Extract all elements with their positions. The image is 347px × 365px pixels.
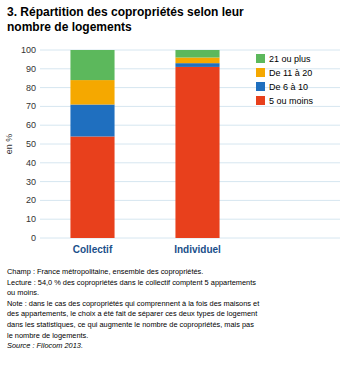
legend-label: 5 ou moins [269,96,314,106]
bar-segment [175,58,219,64]
footnote: le nombre de logements. [7,331,88,340]
legend-swatch [256,96,265,105]
x-tick-label: Collectif [73,244,113,255]
x-tick-label: Individuel [174,244,221,255]
y-tick-label: 10 [26,214,36,224]
legend: 21 ou plus De 11 à 20 De 6 à 10 5 ou moins [256,54,314,106]
y-tick-label: 20 [26,195,36,205]
bar-segment [70,80,114,104]
y-tick-label: 0 [31,233,36,243]
bar-segment [70,105,114,137]
y-tick-label: 30 [26,177,36,187]
bar-segment [70,136,114,238]
legend-swatch [256,54,265,63]
title: 3. Répartition des copropriétés selon le… [7,5,244,34]
grid [40,50,340,238]
y-tick-label: 60 [26,120,36,130]
footnote: des appartements, le choix a été fait de… [7,309,257,318]
bar-segment [175,67,219,238]
bar-segment [70,50,114,80]
y-tick-label: 70 [26,101,36,111]
legend-label: De 6 à 10 [269,82,308,92]
bar-segment [175,63,219,67]
title-line: 3. Répartition des copropriétés selon le… [7,5,244,19]
legend-label: 21 ou plus [269,54,311,64]
y-tick-label: 40 [26,158,36,168]
footnote: Source : Filocom 2013. [7,341,83,350]
legend-label: De 11 à 20 [269,68,312,78]
y-tick-label: 90 [26,64,36,74]
footnote: dans les statistiques, ce qui augmente l… [7,320,254,329]
bars [70,50,219,238]
footnote: ou moins. [7,288,39,297]
bar-segment [175,50,219,58]
footnote: Champ : France métropolitaine, ensemble … [7,267,203,276]
y-axis-label: en % [4,134,14,155]
y-tick-label: 50 [26,139,36,149]
y-tick-label: 80 [26,83,36,93]
legend-swatch [256,68,265,77]
footnote: Note : dans le cas des copropriétés qui … [7,299,259,308]
legend-swatch [256,82,265,91]
y-tick-label: 100 [21,45,36,55]
title-line: nombre de logements [7,20,132,34]
chart: 3. Répartition des copropriétés selon le… [0,0,347,365]
footnote: Lecture : 54,0 % des copropriétés dans l… [7,278,256,287]
